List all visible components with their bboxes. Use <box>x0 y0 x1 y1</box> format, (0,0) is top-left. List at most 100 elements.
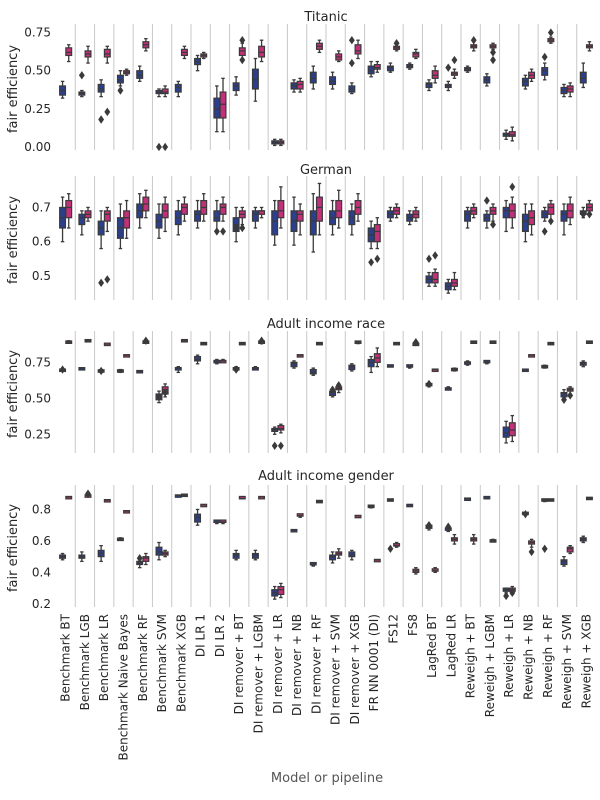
outlier-point <box>483 196 490 205</box>
box <box>348 551 356 558</box>
x-tick-label: Benchmark SVM <box>155 614 169 712</box>
outlier-point <box>586 210 593 219</box>
box <box>566 546 574 553</box>
y-tick-label: 0.7 <box>32 200 51 214</box>
outlier-point <box>239 36 246 45</box>
outlier-point <box>567 391 574 400</box>
box <box>219 203 227 215</box>
outlier-point <box>432 251 439 260</box>
box <box>97 83 105 93</box>
panel-title: Adult income gender <box>258 469 394 484</box>
x-tick-label: Reweigh + SVM <box>560 614 574 709</box>
box <box>65 199 73 219</box>
box <box>213 210 221 222</box>
box <box>560 210 568 222</box>
outlier-point <box>393 39 400 48</box>
outlier-point <box>541 227 548 236</box>
x-axis-label: Model or pipeline <box>271 771 383 786</box>
outlier-point <box>156 142 162 152</box>
y-tick-label: 0.50 <box>24 64 51 78</box>
outlier-point <box>348 58 355 68</box>
outlier-point <box>239 55 246 65</box>
outlier-point <box>335 381 342 390</box>
y-tick-label: 0.50 <box>24 391 51 405</box>
outlier-point <box>220 227 226 236</box>
x-tick-label: LagRed LR <box>444 614 458 677</box>
x-tick-label: DI LR 1 <box>194 614 208 657</box>
box <box>180 203 188 215</box>
box <box>431 70 439 79</box>
box <box>155 546 163 556</box>
box <box>521 77 529 87</box>
x-tick-label: Reweigh + BT <box>464 613 478 698</box>
x-tick-label: Benchmark LGB <box>78 614 92 710</box>
y-tick-label: 0.25 <box>24 102 51 116</box>
box <box>251 68 259 90</box>
box <box>386 65 394 72</box>
box <box>315 196 323 222</box>
x-tick-label: FS12 <box>387 614 401 644</box>
x-tick-label: FS8 <box>406 614 420 636</box>
y-tick-label: 0.6 <box>32 235 51 249</box>
box <box>232 552 240 559</box>
outlier-point <box>426 520 432 530</box>
outlier-point <box>426 379 432 389</box>
x-tick-label: DI remover + BT <box>232 613 246 714</box>
box <box>290 361 298 368</box>
outlier-point <box>580 210 587 219</box>
box <box>142 556 150 562</box>
x-tick-label: DI LR 2 <box>213 614 227 657</box>
box <box>348 364 356 371</box>
box <box>65 47 73 57</box>
box <box>412 51 420 58</box>
outlier-point <box>117 86 124 95</box>
outlier-point <box>78 71 85 80</box>
outlier-point <box>162 142 169 152</box>
box <box>464 210 472 222</box>
x-tick-label: FR NN 0001 (DI) <box>367 614 381 711</box>
outlier-point <box>104 107 111 117</box>
box <box>335 199 343 219</box>
box <box>521 213 529 233</box>
outlier-point <box>136 554 143 563</box>
box <box>258 45 266 58</box>
box <box>194 355 202 362</box>
box <box>103 48 111 58</box>
outlier-point <box>258 336 265 345</box>
x-tick-label: Reweigh + NB <box>522 614 536 700</box>
box <box>78 213 86 226</box>
y-tick-label: 0.25 <box>24 427 51 441</box>
y-axis-label: fair efficiency <box>6 504 21 592</box>
box <box>373 223 381 243</box>
panel-title: Adult income race <box>267 317 385 332</box>
outlier-point <box>233 223 240 233</box>
y-tick-label: 0.75 <box>24 26 51 40</box>
box <box>194 513 202 523</box>
box <box>508 131 516 137</box>
outlier-point <box>142 336 149 345</box>
outlier-point <box>509 588 516 598</box>
y-axis-label: fair efficiency <box>6 350 21 438</box>
box <box>219 91 227 119</box>
x-tick-label: Benchmark RF <box>136 614 150 702</box>
outlier-point <box>509 182 516 192</box>
box <box>296 80 304 90</box>
box <box>373 63 381 70</box>
box <box>103 210 111 222</box>
box <box>309 71 317 84</box>
y-tick-label: 0.6 <box>32 534 51 548</box>
outlier-point <box>98 366 105 376</box>
outlier-point <box>374 254 381 264</box>
y-tick-label: 0.2 <box>32 597 51 611</box>
box <box>161 88 169 95</box>
x-tick-label: Reweigh + LR <box>502 614 516 698</box>
box <box>251 210 259 222</box>
box <box>174 83 182 93</box>
outlier-point <box>98 115 105 124</box>
outlier-point <box>277 441 284 451</box>
outlier-point <box>412 337 419 347</box>
outlier-point <box>104 275 111 284</box>
outlier-point <box>470 36 477 45</box>
